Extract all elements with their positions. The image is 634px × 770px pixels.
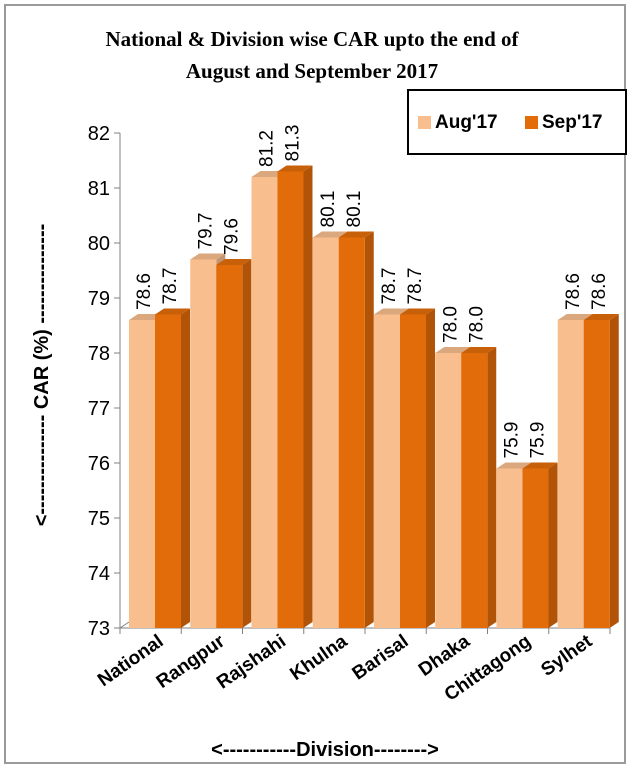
- y-tick-label: 81: [88, 178, 110, 200]
- data-label: 79.6: [221, 218, 242, 255]
- bar-top: [277, 165, 313, 172]
- data-label: 78.6: [563, 273, 584, 310]
- legend-label-sep: Sep'17: [542, 112, 603, 133]
- data-label: 78.0: [440, 306, 461, 343]
- data-label: 78.7: [160, 268, 181, 305]
- x-category-label: Barisal: [349, 631, 413, 685]
- bar-side: [426, 308, 435, 628]
- y-tick-label: 73: [88, 618, 110, 640]
- data-label: 78.7: [379, 268, 400, 305]
- data-label: 78.7: [405, 268, 426, 305]
- y-tick-label: 74: [88, 563, 110, 585]
- y-tick-label: 78: [88, 343, 110, 365]
- bar-sep17: [155, 314, 181, 628]
- bar-top: [216, 259, 252, 265]
- data-label: 75.9: [502, 422, 523, 459]
- bar-aug17: [557, 320, 584, 628]
- bar-aug17: [435, 353, 462, 628]
- y-tick-label: 75: [88, 508, 110, 530]
- bar-top: [557, 314, 593, 320]
- bar-sep17: [216, 265, 243, 628]
- bar-top: [522, 462, 558, 469]
- data-label: 80.1: [344, 191, 365, 228]
- bar-top: [496, 462, 532, 469]
- bar-aug17: [129, 320, 155, 628]
- bar-aug17: [496, 468, 523, 628]
- data-labels-group: 78.6 78.779.7 79.681.2 81.380.1 80.178.7 78.7…: [134, 125, 610, 459]
- y-axis-label: <--------------- CAR (%) ---------------: [31, 224, 53, 527]
- data-label: 78.6: [134, 273, 155, 310]
- bar-side: [364, 231, 374, 628]
- y-tick-label: 79: [88, 288, 110, 310]
- bar-aug17: [190, 259, 217, 628]
- x-category-label: Khulna: [286, 631, 351, 685]
- data-label: 80.1: [318, 191, 339, 228]
- data-label: 79.7: [195, 213, 216, 250]
- bar-top: [338, 231, 374, 238]
- legend: Aug'17 Sep'17: [407, 89, 627, 155]
- bar-top: [190, 253, 226, 260]
- legend-swatch-aug: [418, 116, 431, 129]
- legend-swatch-sep: [525, 116, 538, 129]
- bar-top: [155, 308, 190, 315]
- bar-sep17: [400, 314, 426, 628]
- bar-aug17: [374, 314, 400, 628]
- bar-aug17: [312, 237, 339, 628]
- bar-aug17: [251, 177, 278, 628]
- data-label: 81.2: [257, 130, 278, 167]
- bar-top: [400, 308, 435, 315]
- x-axis-label: <-----------Division-------->: [211, 739, 439, 761]
- bar-side: [609, 314, 619, 628]
- bars-group: [129, 165, 619, 628]
- bar-side: [548, 462, 558, 628]
- y-tick-label: 77: [88, 398, 110, 420]
- y-tick-label: 82: [88, 123, 110, 145]
- bar-top: [435, 347, 471, 353]
- x-category-label: Rajshahi: [213, 631, 290, 694]
- y-tick-label: 80: [88, 233, 110, 255]
- y-tick-label: 76: [88, 453, 110, 475]
- chart-title-line-2: August and September 2017: [186, 59, 438, 83]
- bar-top: [312, 231, 348, 238]
- chart-title-line-1: National & Division wise CAR upto the en…: [105, 27, 519, 51]
- bar-side: [303, 165, 313, 628]
- data-label: 81.3: [283, 125, 304, 162]
- data-label: 75.9: [528, 422, 549, 459]
- x-category-label: Sylhet: [537, 631, 596, 681]
- bar-sep17: [277, 171, 304, 628]
- bar-sep17: [461, 353, 488, 628]
- bar-sep17: [522, 468, 549, 628]
- data-label: 78.0: [466, 306, 487, 343]
- legend-label-aug: Aug'17: [435, 112, 498, 133]
- data-label: 78.6: [589, 273, 610, 310]
- x-axis-depth-line: [119, 621, 130, 629]
- bar-side: [181, 308, 190, 628]
- legend-box: [407, 89, 627, 155]
- bar-side: [487, 347, 497, 628]
- bar-side: [242, 259, 252, 628]
- bar-sep17: [338, 237, 365, 628]
- bar-top: [374, 308, 409, 315]
- bar-top: [461, 347, 497, 353]
- bar-sep17: [583, 320, 610, 628]
- bar-top: [583, 314, 619, 320]
